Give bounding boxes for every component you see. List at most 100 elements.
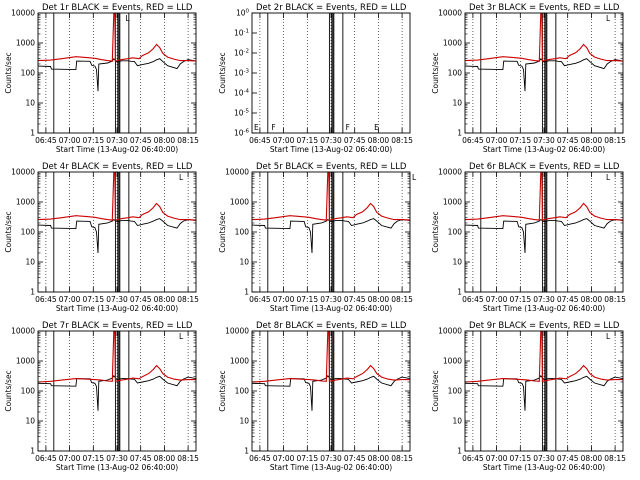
- x-tick-label: 07:30: [106, 295, 128, 304]
- y-tick-label: 10: [25, 417, 35, 426]
- x-tick-label: 06:45: [462, 454, 484, 463]
- y-tick-label: 1000: [443, 198, 462, 207]
- y-tick-label: 1000: [443, 357, 462, 366]
- y-tick-label: 10: [239, 258, 249, 267]
- x-tick-label: 06:45: [462, 295, 484, 304]
- y-tick-label: 10: [25, 99, 35, 108]
- y-axis-label: Counts/sec: [218, 52, 227, 93]
- x-tick-label: 07:30: [533, 136, 555, 145]
- x-tick-label: 07:15: [296, 136, 318, 145]
- x-tick-label: 07:45: [557, 136, 579, 145]
- y-tick-label: 10: [452, 99, 462, 108]
- y-axis-label: Counts/sec: [4, 52, 13, 93]
- x-tick-label: 08:15: [177, 295, 199, 304]
- series-lld-line: [38, 331, 196, 383]
- y-tick-label: 10000: [438, 327, 462, 336]
- y-tick-label: 100: [448, 228, 463, 237]
- x-tick-label: 07:15: [509, 136, 531, 145]
- series-events-line: [38, 57, 196, 92]
- x-tick-label: 07:15: [509, 454, 531, 463]
- series-lld-line: [465, 331, 623, 383]
- x-tick-label: 07:15: [296, 454, 318, 463]
- x-axis-label: Start Time (13-Aug-02 06:40:00): [56, 145, 178, 154]
- panel-title: Det 4r BLACK = Events, RED = LLD: [42, 162, 193, 172]
- panel-det-2: Det 2r BLACK = Events, RED = LLD 10-6 10-5…: [218, 3, 413, 154]
- x-tick-label: 08:00: [368, 454, 390, 463]
- panel-title: Det 3r BLACK = Events, RED = LLD: [469, 3, 620, 13]
- x-tick-label: 06:45: [35, 454, 57, 463]
- x-tick-label: 08:15: [604, 454, 626, 463]
- y-tick-label: 100: [21, 69, 36, 78]
- x-tick-label: 07:30: [320, 295, 342, 304]
- y-tick-label: 10000: [11, 327, 35, 336]
- panel-det-4: Det 4r BLACK = Events, RED = LLD 1 10 100 10…: [4, 162, 199, 313]
- x-tick-label: 07:15: [82, 295, 104, 304]
- panel-title: Det 2r BLACK = Events, RED = LLD: [256, 3, 407, 13]
- x-tick-label: 07:30: [533, 295, 555, 304]
- y-axis-label: Counts/sec: [431, 370, 440, 411]
- series-events-line: [252, 218, 410, 254]
- x-tick-label: 07:45: [557, 295, 579, 304]
- y-tick-label: 100: [448, 387, 463, 396]
- y-tick-label: 1: [457, 288, 462, 297]
- x-tick-label: 07:45: [344, 454, 366, 463]
- series-events-line: [465, 57, 623, 92]
- y-tick-label: 10000: [225, 327, 249, 336]
- x-tick-label: 07:00: [59, 295, 81, 304]
- y-axis-label: Counts/sec: [431, 52, 440, 93]
- series-lld-line: [465, 172, 623, 221]
- y-tick-label: 100: [235, 228, 250, 237]
- panel-det-3: Det 3r BLACK = Events, RED = LLD 1 10 100 10…: [431, 3, 626, 154]
- flag-marker-label: L: [179, 173, 184, 182]
- panel-det-6: Det 6r BLACK = Events, RED = LLD 1 10 100 10…: [431, 162, 626, 313]
- x-tick-label: 08:15: [177, 454, 199, 463]
- y-tick-label: 100: [448, 69, 463, 78]
- y-axis-label: Counts/sec: [218, 370, 227, 411]
- y-tick-label: 10: [25, 258, 35, 267]
- x-axis-label: Start Time (13-Aug-02 06:40:00): [483, 304, 605, 313]
- x-tick-label: 08:15: [391, 454, 413, 463]
- x-tick-label: 08:00: [368, 295, 390, 304]
- x-axis-label: Start Time (13-Aug-02 06:40:00): [270, 463, 392, 472]
- x-tick-label: 07:30: [320, 136, 342, 145]
- panel-det-8: Det 8r BLACK = Events, RED = LLD 1 10 100 10…: [218, 321, 413, 472]
- y-tick-label: 100: [21, 228, 36, 237]
- x-tick-label: 07:00: [59, 136, 81, 145]
- y-tick-label: 100: [21, 387, 36, 396]
- flag-marker-label: L: [179, 332, 184, 341]
- y-axis-label: Counts/sec: [218, 211, 227, 252]
- panel-title: Det 8r BLACK = Events, RED = LLD: [256, 321, 407, 331]
- x-tick-label: 07:15: [82, 136, 104, 145]
- y-tick-label: 10000: [225, 168, 249, 177]
- flag-marker-label: L: [606, 14, 611, 23]
- x-tick-label: 07:30: [533, 454, 555, 463]
- y-tick-label: 1: [457, 129, 462, 138]
- x-tick-label: 06:45: [35, 295, 57, 304]
- y-tick-label: 10000: [438, 168, 462, 177]
- x-tick-label: 07:15: [296, 295, 318, 304]
- flag-marker-label: L: [606, 173, 611, 182]
- y-tick-label: 1: [244, 288, 249, 297]
- y-tick-label: 100: [235, 387, 250, 396]
- x-axis-label: Start Time (13-Aug-02 06:40:00): [56, 463, 178, 472]
- x-tick-label: 08:15: [391, 295, 413, 304]
- y-tick-label: 1000: [16, 198, 35, 207]
- x-tick-label: 08:15: [391, 136, 413, 145]
- y-tick-label: 10-1: [234, 29, 249, 38]
- y-tick-label: 10-5: [234, 109, 250, 118]
- flag-marker-label: E: [254, 123, 259, 132]
- y-axis-label: Counts/sec: [4, 370, 13, 411]
- y-tick-label: 1000: [16, 39, 35, 48]
- y-tick-label: 1: [30, 129, 35, 138]
- y-tick-label: 10-3: [234, 69, 250, 78]
- flag-marker-label: F: [271, 123, 275, 132]
- panel-title: Det 7r BLACK = Events, RED = LLD: [42, 321, 193, 331]
- x-tick-label: 07:00: [486, 295, 508, 304]
- y-tick-label: 1000: [230, 357, 249, 366]
- panel-det-5: Det 5r BLACK = Events, RED = LLD 1 10 100 10…: [218, 162, 417, 313]
- panel-title: Det 9r BLACK = Events, RED = LLD: [469, 321, 620, 331]
- x-tick-label: 07:00: [59, 454, 81, 463]
- series-lld-line: [465, 13, 623, 62]
- x-tick-label: 08:15: [604, 136, 626, 145]
